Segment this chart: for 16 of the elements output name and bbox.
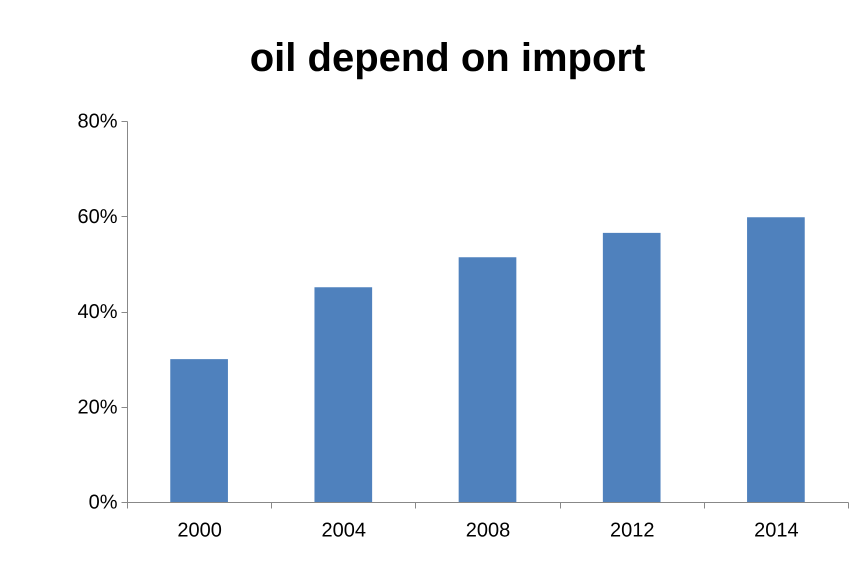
x-tick-label: 2000	[177, 520, 222, 542]
y-tick-label: 0%	[88, 492, 118, 514]
y-tick-label: 80%	[77, 110, 118, 132]
bar	[602, 232, 661, 502]
x-tick-label: 2008	[466, 520, 510, 542]
x-tick-label: 2004	[322, 520, 366, 542]
y-tick-label: 40%	[77, 301, 118, 323]
y-tick-label: 20%	[77, 396, 118, 418]
bar	[747, 217, 805, 502]
bar	[170, 359, 228, 502]
x-tick-label: 2014	[754, 520, 799, 542]
bar	[314, 287, 372, 502]
chart-title: oil depend on import	[250, 36, 646, 80]
bar	[458, 257, 516, 502]
x-tick-label: 2012	[610, 520, 654, 542]
y-tick-label: 60%	[77, 206, 118, 228]
